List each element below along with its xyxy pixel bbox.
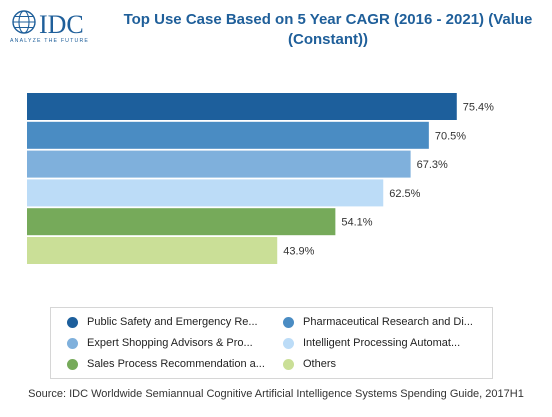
legend-label: Public Safety and Emergency Re... xyxy=(87,316,258,328)
chart-title: Top Use Case Based on 5 Year CAGR (2016 … xyxy=(123,11,533,48)
chart-legend: Public Safety and Emergency Re... Pharmac… xyxy=(50,307,493,379)
bar-value-label: 75.4% xyxy=(463,102,494,114)
legend-item[interactable]: Others xyxy=(283,358,336,370)
bar-value-label: 43.9% xyxy=(283,246,314,258)
idc-logo: IDC ANALYZE THE FUTURE xyxy=(10,10,89,44)
legend-label: Intelligent Processing Automat... xyxy=(303,337,461,349)
bar-4[interactable] xyxy=(27,179,384,207)
bar-chart: 75.4% 70.5% 67.3% 62.5% 54.1% 43.9% xyxy=(27,93,494,264)
legend-item[interactable]: Expert Shopping Advisors & Pro... xyxy=(67,337,253,349)
legend-label: Others xyxy=(303,358,337,370)
legend-swatch-icon xyxy=(67,316,78,328)
bar-1[interactable] xyxy=(27,93,457,120)
legend-item[interactable]: Pharmaceutical Research and Di... xyxy=(283,316,473,328)
bar-6[interactable] xyxy=(27,237,278,264)
legend-item[interactable]: Sales Process Recommendation a... xyxy=(67,358,265,370)
legend-swatch-icon xyxy=(67,358,78,370)
bar-2[interactable] xyxy=(27,121,429,149)
legend-swatch-icon xyxy=(283,358,294,370)
bar-5[interactable] xyxy=(27,208,336,236)
legend-label: Expert Shopping Advisors & Pro... xyxy=(87,337,253,349)
bar-value-label: 62.5% xyxy=(389,188,420,200)
logo-brand: IDC xyxy=(39,10,84,39)
bar-value-label: 54.1% xyxy=(341,217,372,229)
bar-value-label: 70.5% xyxy=(435,130,466,142)
globe-icon xyxy=(12,10,36,34)
legend-swatch-icon xyxy=(283,316,294,328)
logo-tagline: ANALYZE THE FUTURE xyxy=(10,38,89,44)
legend-item[interactable]: Intelligent Processing Automat... xyxy=(283,337,460,349)
legend-swatch-icon xyxy=(283,337,294,349)
legend-label: Pharmaceutical Research and Di... xyxy=(303,316,473,328)
legend-swatch-icon xyxy=(67,337,78,349)
legend-label: Sales Process Recommendation a... xyxy=(87,358,265,370)
bar-value-label: 67.3% xyxy=(417,159,448,171)
legend-item[interactable]: Public Safety and Emergency Re... xyxy=(67,316,258,328)
source-note: Source: IDC Worldwide Semiannual Cogniti… xyxy=(28,388,524,400)
bar-3[interactable] xyxy=(27,150,411,178)
